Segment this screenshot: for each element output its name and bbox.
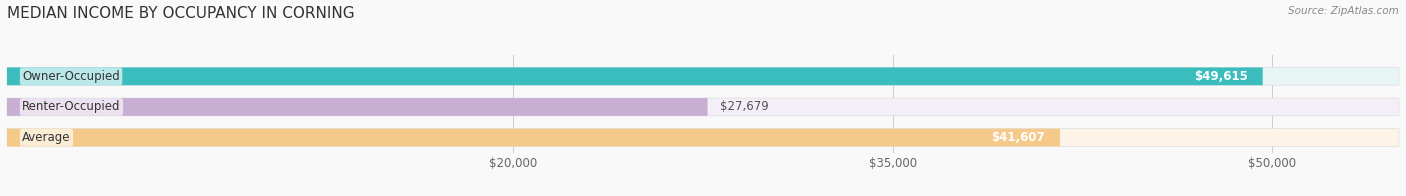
Text: Source: ZipAtlas.com: Source: ZipAtlas.com [1288, 6, 1399, 16]
FancyBboxPatch shape [7, 129, 1399, 146]
Text: MEDIAN INCOME BY OCCUPANCY IN CORNING: MEDIAN INCOME BY OCCUPANCY IN CORNING [7, 6, 354, 21]
FancyBboxPatch shape [7, 98, 707, 116]
Text: Renter-Occupied: Renter-Occupied [22, 100, 121, 113]
Text: $41,607: $41,607 [991, 131, 1045, 144]
FancyBboxPatch shape [7, 129, 1060, 146]
FancyBboxPatch shape [7, 98, 1399, 116]
Text: Owner-Occupied: Owner-Occupied [22, 70, 120, 83]
Text: Average: Average [22, 131, 70, 144]
Text: $27,679: $27,679 [720, 100, 769, 113]
Text: $49,615: $49,615 [1194, 70, 1247, 83]
FancyBboxPatch shape [7, 67, 1263, 85]
FancyBboxPatch shape [7, 67, 1399, 85]
